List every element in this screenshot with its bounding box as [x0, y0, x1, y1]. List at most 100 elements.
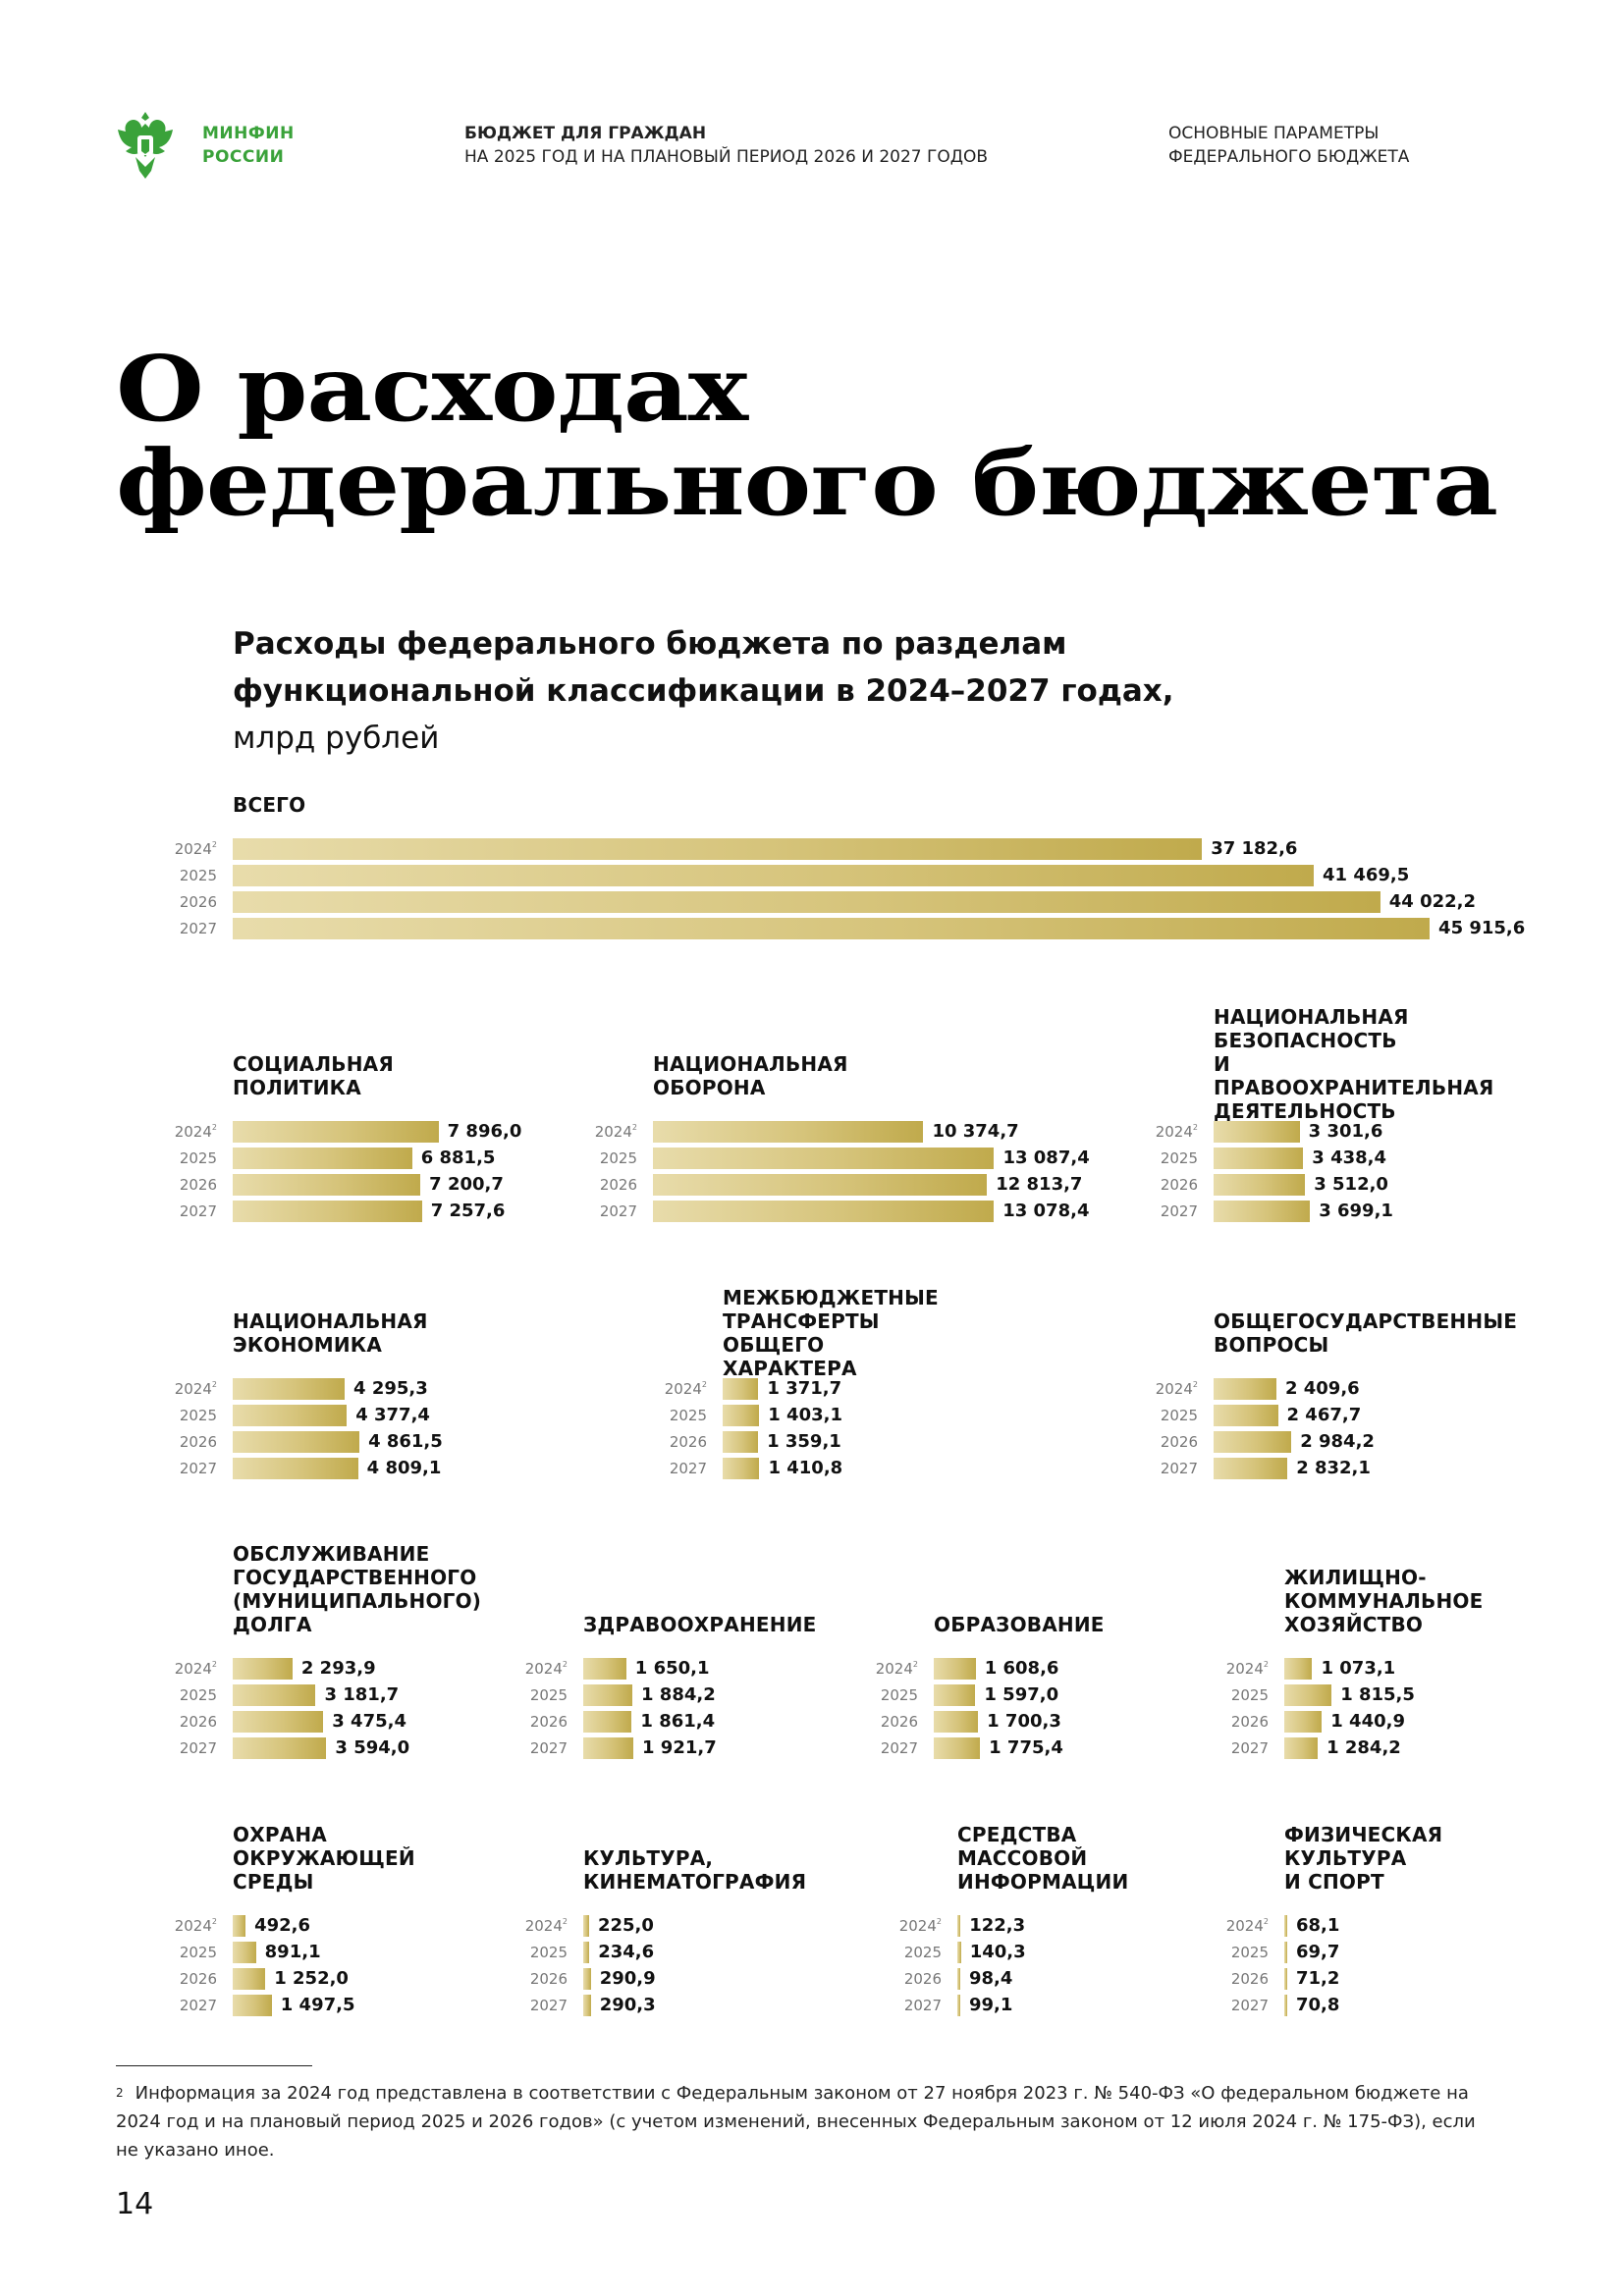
chart-title: ЗДРАВООХРАНЕНИЕ [583, 1613, 817, 1636]
footnote-ref: 2 [936, 1917, 942, 1926]
year-label: 2027 [179, 1202, 217, 1220]
value-label: 2 293,9 [300, 1658, 376, 1679]
bar [583, 1658, 626, 1680]
year-label: 2027 [529, 1739, 568, 1757]
year-label: 20242 [875, 1660, 918, 1678]
year-label: 2025 [179, 867, 217, 884]
value-label: 290,3 [599, 1995, 656, 2015]
year-label: 2027 [179, 1460, 217, 1477]
bar [583, 1684, 633, 1706]
bar [233, 1458, 358, 1479]
year-label: 2025 [669, 1407, 707, 1424]
footnote-ref: 2 [211, 1660, 217, 1669]
value-label: 1 775,4 [989, 1737, 1063, 1758]
value-label: 6 881,5 [420, 1148, 496, 1168]
header-center: БЮДЖЕТ ДЛЯ ГРАЖДАН НА 2025 ГОД И НА ПЛАН… [464, 124, 989, 167]
value-label: 1 410,8 [768, 1458, 843, 1478]
footnote-ref: 2 [211, 840, 217, 849]
bar [233, 1174, 421, 1196]
value-label: 1 252,0 [274, 1968, 349, 1989]
value-label: 12 813,7 [996, 1174, 1083, 1195]
year-label: 20242 [174, 1660, 217, 1678]
value-label: 3 438,4 [1312, 1148, 1387, 1168]
value-label: 234,6 [598, 1942, 655, 1962]
chart-title: ФИЗИЧЕСКАЯ КУЛЬТУРА И СПОРТ [1284, 1823, 1443, 1894]
year-label: 2025 [179, 1944, 217, 1961]
chart-title: ОБСЛУЖИВАНИЕ ГОСУДАРСТВЕННОГО (МУНИЦИПАЛЬН… [233, 1542, 482, 1636]
bar [583, 1995, 591, 2016]
chart-title: ОБЩЕГОСУДАРСТВЕННЫЕ ВОПРОСЫ [1214, 1309, 1518, 1357]
value-label: 1 608,6 [984, 1658, 1059, 1679]
logo [116, 106, 175, 185]
year-label: 20242 [1225, 1917, 1269, 1935]
year-label: 20242 [174, 1917, 217, 1935]
year-label: 2027 [1160, 1202, 1198, 1220]
bar [233, 1995, 272, 2016]
value-label: 1 861,4 [640, 1711, 716, 1732]
chart-title: НАЦИОНАЛЬНАЯ ЭКОНОМИКА [233, 1309, 428, 1357]
value-label: 4 809,1 [366, 1458, 442, 1478]
footnote-text: Информация за 2024 год представлена в со… [116, 2083, 1476, 2161]
footnote-mark: 2 [116, 2086, 124, 2100]
bar [583, 1942, 590, 1963]
footnote-ref: 2 [1263, 1917, 1269, 1926]
chart-title: СОЦИАЛЬНАЯ ПОЛИТИКА [233, 1052, 394, 1099]
page-title: О расходах федерального бюджета [116, 336, 1498, 536]
year-label: 2027 [179, 1739, 217, 1757]
coat-of-arms-icon [118, 112, 173, 179]
bar [1214, 1431, 1292, 1453]
value-label: 2 984,2 [1300, 1431, 1375, 1452]
year-label: 2026 [529, 1970, 568, 1988]
value-label: 7 257,6 [430, 1201, 506, 1221]
year-label: 2026 [1160, 1433, 1198, 1451]
chart-title: КУЛЬТУРА, КИНЕМАТОГРАФИЯ [583, 1846, 807, 1894]
chart-title: НАЦИОНАЛЬНАЯ ОБОРОНА [653, 1052, 848, 1099]
footnote-ref: 2 [631, 1123, 637, 1132]
year-label: 2025 [179, 1686, 217, 1704]
bar [1284, 1684, 1332, 1706]
chart-subtitle: Расходы федерального бюджета по разделам… [233, 626, 1174, 756]
bar [957, 1942, 961, 1963]
value-label: 68,1 [1296, 1915, 1340, 1936]
bar [1284, 1711, 1323, 1733]
value-label: 69,7 [1296, 1942, 1340, 1962]
bar [233, 1148, 412, 1169]
year-label: 2026 [179, 1970, 217, 1988]
year-label: 2027 [179, 1997, 217, 2014]
bar [957, 1968, 960, 1990]
bar [233, 1405, 348, 1426]
year-label: 2025 [903, 1944, 942, 1961]
value-label: 3 181,7 [324, 1684, 400, 1705]
bar [1214, 1201, 1311, 1222]
bar [233, 1201, 422, 1222]
footnote-divider [116, 2065, 312, 2066]
value-label: 1 597,0 [984, 1684, 1059, 1705]
value-label: 225,0 [597, 1915, 654, 1936]
year-label: 20242 [1225, 1660, 1269, 1678]
footnote-ref: 2 [211, 1123, 217, 1132]
year-label: 2025 [1230, 1944, 1269, 1961]
value-label: 4 377,4 [355, 1405, 430, 1425]
value-label: 37 182,6 [1211, 838, 1298, 859]
bar [233, 1121, 439, 1143]
value-label: 98,4 [969, 1968, 1013, 1989]
year-label: 20242 [174, 840, 217, 858]
value-label: 1 284,2 [1326, 1737, 1401, 1758]
value-label: 41 469,5 [1323, 865, 1410, 885]
value-label: 44 022,2 [1388, 891, 1477, 912]
value-label: 1 815,5 [1340, 1684, 1415, 1705]
year-label: 20242 [524, 1917, 568, 1935]
page-number: 14 [116, 2187, 154, 2221]
footnote-ref: 2 [211, 1917, 217, 1926]
bar [1284, 1942, 1287, 1963]
bar [1214, 1378, 1276, 1400]
year-label: 2025 [529, 1686, 568, 1704]
year-label: 2026 [903, 1970, 942, 1988]
value-label: 13 078,4 [1002, 1201, 1090, 1221]
value-label: 1 497,5 [280, 1995, 355, 2015]
bar [1214, 1174, 1306, 1196]
value-label: 1 440,9 [1330, 1711, 1405, 1732]
year-label: 2025 [179, 1149, 217, 1167]
year-label: 2026 [669, 1433, 707, 1451]
year-label: 20242 [1155, 1380, 1198, 1398]
